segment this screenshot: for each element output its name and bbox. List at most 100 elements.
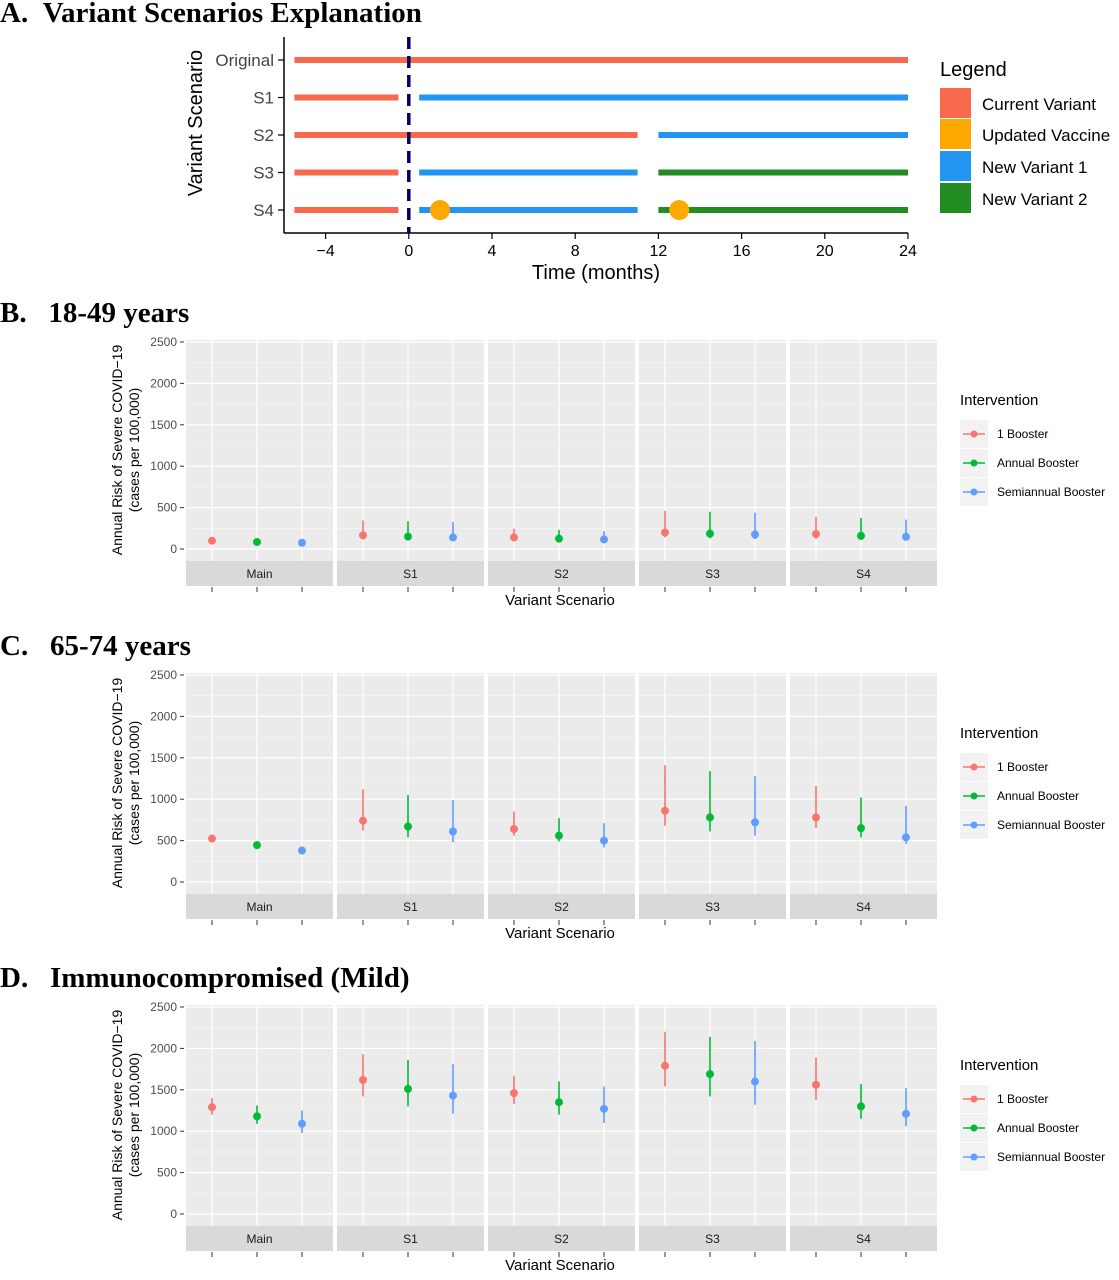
y-tick-label: 1000 [150,1124,177,1138]
data-point-annual-booster [706,529,714,538]
facet-strip-s2 [488,561,635,586]
facet-background-s3 [639,340,786,561]
facet-strip-main [186,894,333,919]
data-point-1-booster [359,816,367,825]
data-point-1-booster [510,533,518,542]
data-point-1-booster [812,530,820,539]
facet-background-s2 [488,1005,635,1226]
panel-c-heading: C. 65-74 years [0,630,191,662]
legend-label-annual-booster: Annual Booster [997,789,1079,803]
facet-strip-s4 [790,894,937,919]
panel-c-facet-plot: Annual Risk of Severe COVID−19 (cases per… [109,668,1105,942]
facet-strip-label: S1 [403,900,418,914]
data-point-annual-booster [857,1102,865,1111]
timeline-x-tick-label: 0 [404,243,413,260]
facet-background-s4 [790,340,937,561]
data-point-1-booster [208,1103,216,1112]
data-point-semiannual-booster [751,1077,759,1086]
data-point-1-booster [359,1075,367,1084]
timeline-marker-updated-vaccine [669,200,690,220]
facet-background-s1 [337,1005,484,1226]
facet-strip-label: Main [246,1232,272,1246]
facet-strip-label: Main [246,567,272,581]
y-tick-label: 1000 [150,459,177,473]
facet-background-s2 [488,340,635,561]
data-point-1-booster [812,1080,820,1089]
facet-strip-s3 [639,1226,786,1251]
legend-title: Intervention [960,392,1038,409]
data-point-1-booster [510,1089,518,1098]
y-tick-label: 500 [157,501,177,515]
data-point-annual-booster [706,813,714,822]
data-point-1-booster [208,536,216,545]
facet-strip-label: S4 [856,1232,871,1246]
legend-label-1-booster: 1 Booster [997,760,1048,774]
legend-label-semiannual-booster: Semiannual Booster [997,1150,1105,1164]
facet-strip-label: S2 [554,567,569,581]
y-axis-title-line1: Annual Risk of Severe COVID−19 [109,678,125,889]
legend-label-semiannual-booster: Semiannual Booster [997,818,1105,832]
data-point-1-booster [812,813,820,822]
facet-background-s1 [337,673,484,894]
legend-label-1-booster: 1 Booster [997,1092,1048,1106]
legend-label-updated-vaccine: Updated Vaccine [982,126,1110,145]
facet-strip-s1 [337,561,484,586]
data-point-semiannual-booster [298,538,306,547]
y-tick-label: 1500 [150,1083,177,1097]
data-point-semiannual-booster [449,1091,457,1100]
timeline-row-label-s4: S4 [253,201,274,220]
data-point-semiannual-booster [600,836,608,845]
facet-strip-label: Main [246,900,272,914]
legend-label-1-booster: 1 Booster [997,427,1048,441]
legend-key-point-1-booster [970,1095,978,1103]
facet-strip-s3 [639,894,786,919]
data-point-annual-booster [857,531,865,540]
legend-title: Intervention [960,1057,1038,1074]
data-point-1-booster [510,825,518,834]
facet-strip-label: S3 [705,900,720,914]
facet-background-s2 [488,673,635,894]
facet-strip-label: S4 [856,567,871,581]
x-axis-title: Variant Scenario [505,1257,615,1274]
data-point-1-booster [661,1061,669,1070]
facet-strip-label: S2 [554,900,569,914]
legend-key-point-annual-booster [970,1124,978,1132]
legend-label-annual-booster: Annual Booster [997,456,1079,470]
panel-a: A. Variant Scenarios Explanation −4 0 4 8 12… [0,0,1110,284]
x-axis-title: Variant Scenario [505,925,615,942]
y-tick-label: 2500 [150,668,177,682]
facet-background-s4 [790,673,937,894]
facet-strip-main [186,561,333,586]
panel-d-facet-plot: Annual Risk of Severe COVID−19 (cases per… [109,1000,1105,1274]
legend-title: Intervention [960,725,1038,742]
y-axis-title-line2: (cases per 100,000) [126,721,142,846]
legend-key-point-semiannual-booster [970,488,978,496]
data-point-semiannual-booster [751,818,759,827]
legend-label-new-variant-2: New Variant 2 [982,190,1088,209]
data-point-annual-booster [253,1112,261,1121]
y-axis-title-line1: Annual Risk of Severe COVID−19 [109,1010,125,1221]
x-axis-title: Variant Scenario [505,592,615,609]
data-point-annual-booster [706,1070,714,1079]
timeline-x-tick-label: −4 [316,243,334,260]
legend-label-semiannual-booster: Semiannual Booster [997,485,1105,499]
y-tick-label: 1000 [150,792,177,806]
facet-strip-s4 [790,561,937,586]
y-tick-label: 2000 [150,1041,177,1055]
timeline-x-tick-label: 12 [650,243,668,260]
data-point-annual-booster [253,841,261,850]
data-point-annual-booster [555,831,563,840]
y-tick-label: 500 [157,834,177,848]
facet-strip-s3 [639,561,786,586]
facet-strip-s2 [488,1226,635,1251]
y-axis-title-line2: (cases per 100,000) [126,1053,142,1178]
timeline-legend: Legend Current Variant Updated Vaccine N… [940,59,1110,213]
facet-strip-s1 [337,1226,484,1251]
data-point-semiannual-booster [298,1119,306,1128]
data-point-semiannual-booster [449,827,457,836]
legend-key-current-variant [940,88,971,118]
facet-strip-s4 [790,1226,937,1251]
panel-a-heading: A. Variant Scenarios Explanation [0,0,422,29]
facet-background-s3 [639,673,786,894]
timeline-x-tick-label: 4 [488,243,497,260]
